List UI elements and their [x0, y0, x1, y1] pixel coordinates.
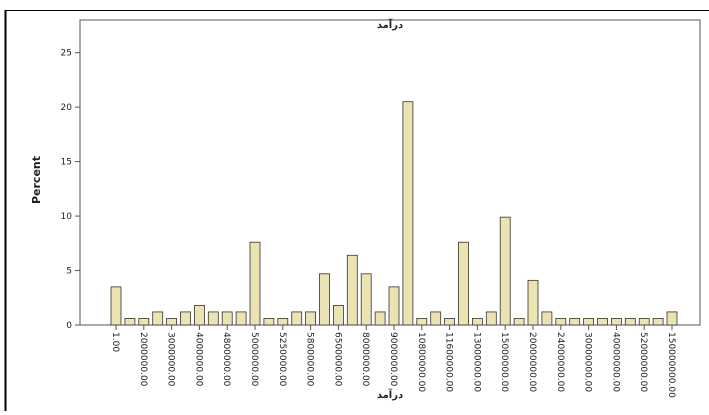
bar: [625, 318, 635, 325]
bar: [417, 318, 427, 325]
x-axis-label: درآمد: [377, 388, 403, 401]
y-tick-label: 25: [61, 49, 72, 59]
x-tick-label: 13000000.00: [471, 332, 481, 392]
bar: [333, 305, 343, 325]
y-tick-label: 20: [61, 103, 73, 113]
x-tick-label: 10800000.00: [416, 332, 426, 392]
bar: [611, 318, 621, 325]
bar: [667, 312, 677, 325]
bar: [389, 287, 399, 325]
bar: [459, 242, 469, 325]
y-tick-label: 0: [66, 321, 72, 331]
bar: [125, 318, 135, 325]
plot-area: [80, 20, 700, 325]
bar: [653, 318, 663, 325]
x-tick-label: 150000000.00: [666, 332, 676, 398]
bar: [236, 312, 246, 325]
bar: [153, 312, 163, 325]
bar: [570, 318, 580, 325]
bar: [292, 312, 302, 325]
x-tick-label: 40000000.00: [610, 332, 620, 392]
x-tick-label: 15000000.00: [499, 332, 509, 392]
x-tick-label: 11600000.00: [444, 332, 454, 392]
bar: [278, 318, 288, 325]
bar: [167, 318, 177, 325]
chart: درآمد درآمد Percent 0 5 10 15 20 25 1.00 200000…: [0, 0, 709, 411]
bar: [208, 312, 218, 325]
bar: [639, 318, 649, 325]
x-tick-label: 4800000.00: [221, 332, 231, 387]
bar: [598, 318, 608, 325]
x-tick-label: 4000000.00: [193, 332, 203, 387]
bar: [500, 217, 510, 325]
bar: [542, 312, 552, 325]
x-tick-label: 20000000.00: [527, 332, 537, 392]
bar: [250, 242, 260, 325]
y-tick-label: 15: [61, 158, 72, 168]
bar: [111, 287, 121, 325]
x-tick-label: 2000000.00: [138, 332, 148, 387]
bar: [556, 318, 566, 325]
y-tick-label: 5: [66, 267, 72, 277]
x-tick-label: 1.00: [110, 332, 120, 352]
bar: [306, 312, 316, 325]
x-tick-label: 30000000.00: [583, 332, 593, 392]
chart-title: درآمد: [377, 18, 403, 31]
bar: [403, 102, 413, 325]
x-tick-label: 6500000.00: [332, 332, 342, 387]
y-axis-label: Percent: [30, 156, 43, 204]
bar: [431, 312, 441, 325]
bar: [361, 274, 371, 325]
bar: [584, 318, 594, 325]
bar: [375, 312, 385, 325]
bar: [194, 305, 204, 325]
bar: [181, 312, 191, 325]
x-tick-label: 5250000.00: [277, 332, 287, 387]
x-tick-label: 24000000.00: [555, 332, 565, 392]
bar: [486, 312, 496, 325]
bar: [264, 318, 274, 325]
bar: [528, 280, 538, 325]
bar: [445, 318, 455, 325]
bar: [472, 318, 482, 325]
x-tick-label: 52000000.00: [638, 332, 648, 392]
bar: [222, 312, 232, 325]
bar: [320, 274, 330, 325]
x-tick-label: 5800000.00: [305, 332, 315, 387]
bar: [139, 318, 149, 325]
x-tick-label: 8000000.00: [360, 332, 370, 387]
bar: [347, 255, 357, 325]
x-tick-label: 5000000.00: [249, 332, 259, 387]
y-tick-label: 10: [61, 212, 73, 222]
x-tick-label: 9000000.00: [388, 332, 398, 387]
x-tick-label: 3000000.00: [166, 332, 176, 387]
bar: [514, 318, 524, 325]
